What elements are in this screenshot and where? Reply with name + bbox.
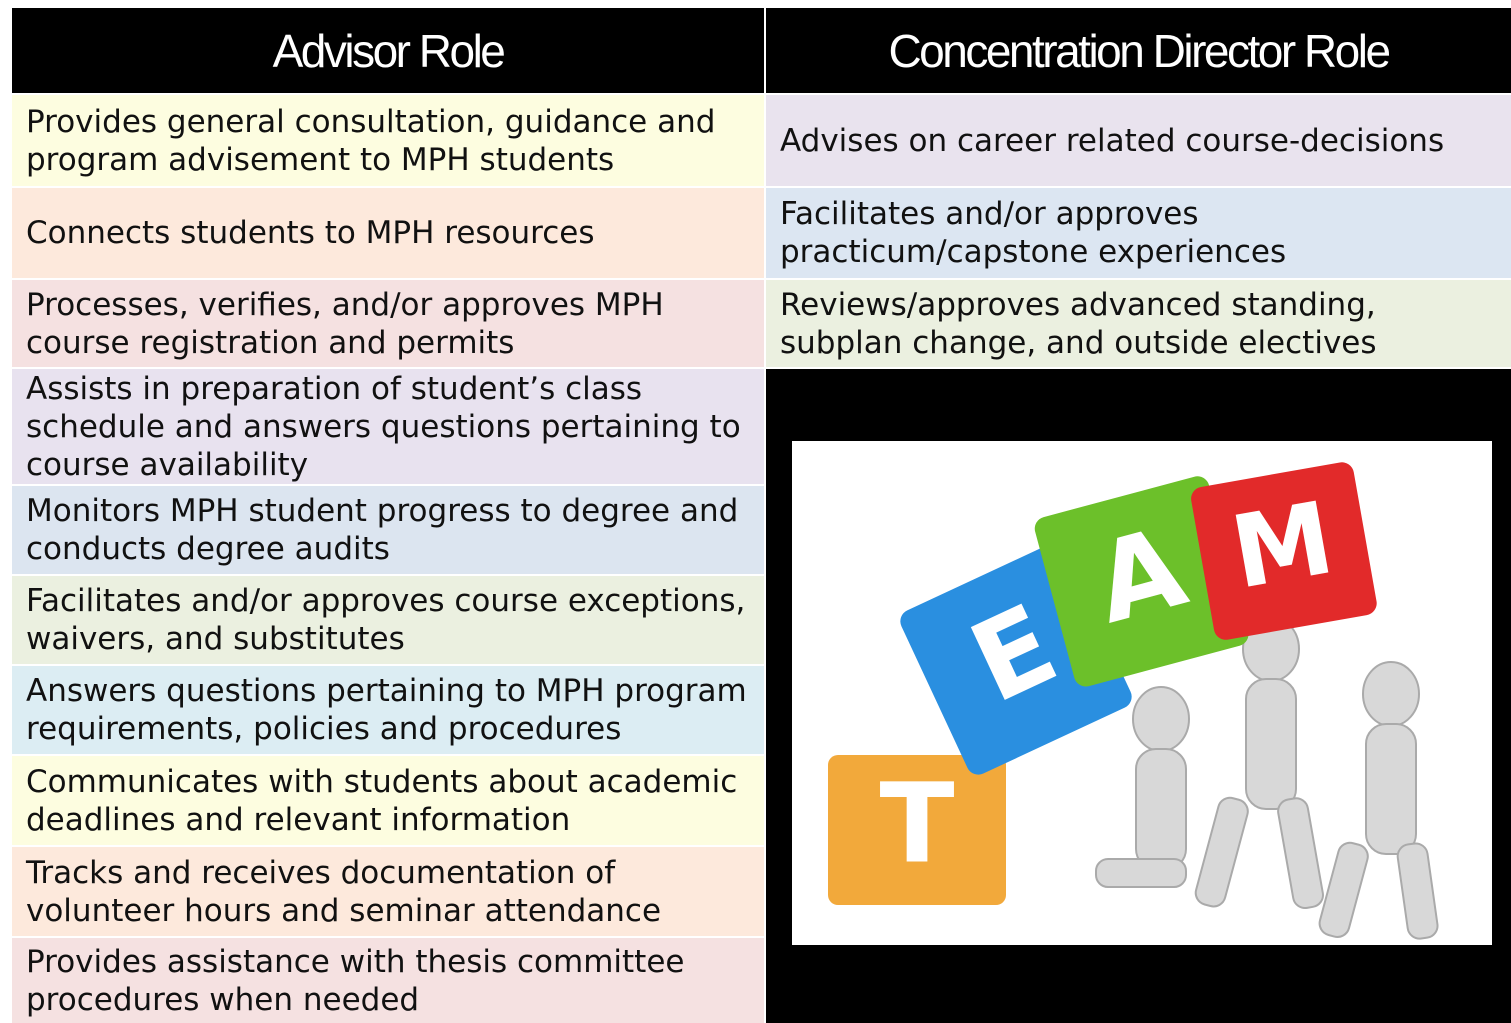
- cube-letter: M: [1223, 479, 1341, 612]
- table-cell: Facilitates and/or approves practicum/ca…: [766, 188, 1511, 278]
- table-cell: Assists in preparation of student’s clas…: [12, 369, 764, 484]
- cube-letter: T: [879, 759, 954, 887]
- table-cell: Connects students to MPH resources: [12, 188, 764, 278]
- table-cell: Answers questions pertaining to MPH prog…: [12, 666, 764, 754]
- table-cell: Advises on career related course-decisio…: [766, 95, 1511, 186]
- table-cell: Tracks and receives documentation of vol…: [12, 847, 764, 936]
- table-cell: Monitors MPH student progress to degree …: [12, 486, 764, 574]
- table-cell: Reviews/approves advanced standing, subp…: [766, 280, 1511, 367]
- table-cell: Communicates with students about academi…: [12, 756, 764, 845]
- header-right: Concentration Director Role: [766, 8, 1511, 93]
- table-cell: Provides assistance with thesis committe…: [12, 938, 764, 1023]
- team-image: T E A M: [766, 369, 1511, 1023]
- table-cell: Provides general consultation, guidance …: [12, 95, 764, 186]
- table-cell: Processes, verifies, and/or approves MPH…: [12, 280, 764, 367]
- table-cell: Facilitates and/or approves course excep…: [12, 576, 764, 664]
- header-left: Advisor Role: [12, 8, 764, 93]
